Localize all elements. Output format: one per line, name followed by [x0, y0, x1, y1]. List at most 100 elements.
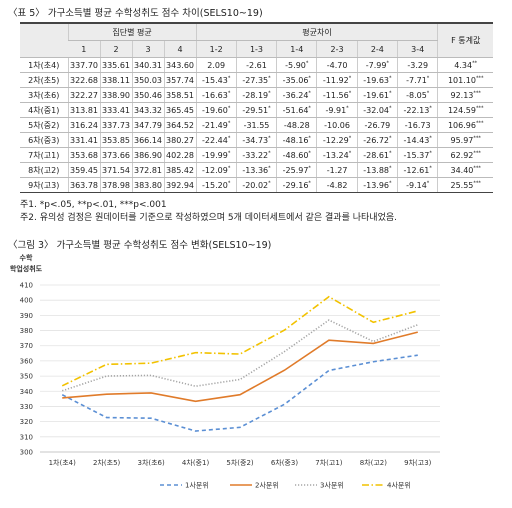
- significance: *: [268, 164, 271, 171]
- header-cell: 1-2: [195, 40, 237, 58]
- cell: 337.70: [67, 57, 100, 73]
- significance: *: [227, 149, 231, 156]
- significance: *: [305, 59, 309, 66]
- cell-value: 124.59: [447, 105, 476, 115]
- row: 2차(초5) 322.68 338.11 350.03 357.74 -15.43* -27…: [20, 72, 493, 88]
- cell: 365.45: [163, 102, 197, 118]
- significance: *: [346, 104, 349, 111]
- cell: 386.90: [131, 147, 164, 163]
- cell: 2.09: [195, 57, 237, 73]
- cell: 371.54: [99, 162, 132, 178]
- cell: 353.85: [99, 132, 132, 148]
- cell: -48.16*: [276, 132, 317, 148]
- row: 9차(고3) 363.78 378.98 383.80 392.94 -15.20* -20…: [20, 177, 493, 193]
- significance: *: [268, 149, 271, 156]
- y-axis-label: 수학: [20, 253, 33, 262]
- cell: -48.28: [276, 117, 317, 133]
- x-tick-label: 5차(중2): [226, 458, 254, 467]
- cell: -5.90*: [276, 57, 317, 73]
- cell: 337.73: [99, 117, 132, 133]
- cell: 340.31: [131, 57, 164, 73]
- note: 주1. *p<.05, **p<.01, ***p<.001: [20, 200, 167, 210]
- cell: 347.79: [131, 117, 164, 133]
- cell: 358.51: [163, 87, 197, 103]
- cell: -13.24*: [316, 147, 358, 163]
- cell: -16.63*: [195, 87, 237, 103]
- cell: -11.56*: [316, 87, 358, 103]
- cell-value: -21.49: [202, 120, 228, 130]
- cell-value: -22.44: [202, 135, 228, 145]
- significance: *: [268, 134, 271, 141]
- significance: *: [227, 134, 231, 141]
- cell-value: -13.88: [363, 165, 390, 175]
- cell-value: -13.24: [322, 150, 349, 160]
- cell-value: -16.63: [202, 90, 228, 100]
- cell: -28.61*: [356, 147, 398, 163]
- cell: 331.41: [67, 132, 100, 148]
- cell: -26.79: [356, 117, 398, 133]
- cell: 25.55***: [437, 177, 493, 193]
- cell-value: -19.61: [363, 90, 390, 100]
- significance: ***: [475, 74, 484, 81]
- cell-value: -1.27: [326, 165, 348, 175]
- significance: *: [389, 149, 392, 156]
- significance: *: [227, 74, 231, 81]
- cell: -13.36*: [235, 162, 277, 178]
- cell: 106.96***: [437, 117, 493, 133]
- cell: -19.63*: [356, 72, 398, 88]
- cell-value: -7.99: [365, 60, 387, 70]
- x-tick-label: 9차(고3): [404, 458, 432, 467]
- significance: *: [389, 134, 392, 141]
- row: 3차(초6) 322.27 338.90 350.46 358.51 -16.63* -28…: [20, 87, 493, 103]
- cell: 338.90: [99, 87, 132, 103]
- cell-value: 4.34: [454, 60, 473, 70]
- row: 7차(고1) 353.68 373.66 386.90 402.28 -19.99* -33…: [20, 147, 493, 163]
- cell: -12.09*: [195, 162, 237, 178]
- y-tick-label: 340: [20, 388, 33, 396]
- row-label: 7차(고1): [20, 147, 68, 163]
- y-tick-label: 370: [20, 342, 33, 350]
- y-tick-label: 390: [20, 312, 33, 320]
- cell-value: -48.16: [282, 135, 309, 145]
- significance: *: [426, 74, 430, 81]
- legend-label: 2사분위: [255, 481, 279, 490]
- cell-value: -26.79: [364, 120, 391, 130]
- header-cell: F 통계값: [437, 22, 493, 58]
- cell: 380.27: [163, 132, 197, 148]
- cell: 124.59***: [437, 102, 493, 118]
- significance: *: [227, 179, 231, 186]
- row: 6차(중3) 331.41 353.85 366.14 380.27 -22.44* -34…: [20, 132, 493, 148]
- cell-value: 106.96: [447, 120, 476, 130]
- cell-value: -14.43: [403, 135, 430, 145]
- significance: *: [227, 164, 231, 171]
- significance: *: [227, 104, 231, 111]
- cell-value: -15.37: [403, 150, 430, 160]
- cell-value: -12.09: [202, 165, 228, 175]
- cell: -36.24*: [276, 87, 317, 103]
- cell: -19.99*: [195, 147, 237, 163]
- significance: *: [426, 179, 430, 186]
- cell-value: -12.61: [403, 165, 430, 175]
- cell: -34.73*: [235, 132, 277, 148]
- significance: *: [348, 134, 352, 141]
- header-cell: 4: [163, 40, 197, 58]
- significance: **: [472, 59, 478, 66]
- header-cell: 1: [68, 40, 100, 58]
- cell-value: 101.10: [447, 75, 476, 85]
- cell-value: -32.04: [363, 105, 390, 115]
- significance: *: [389, 74, 392, 81]
- significance: *: [429, 164, 432, 171]
- significance: *: [268, 104, 271, 111]
- cell-value: -31.55: [243, 120, 270, 130]
- legend-label: 1사분위: [185, 481, 209, 490]
- significance: *: [308, 179, 311, 186]
- header-cell: 3: [131, 40, 164, 58]
- y-tick-label: 300: [20, 449, 33, 457]
- significance: *: [389, 179, 392, 186]
- cell-value: -48.28: [283, 120, 310, 130]
- cell-value: -27.35: [242, 75, 269, 85]
- cell: 333.41: [99, 102, 132, 118]
- cell-value: 92.13: [450, 90, 474, 100]
- cell: -22.13*: [397, 102, 438, 118]
